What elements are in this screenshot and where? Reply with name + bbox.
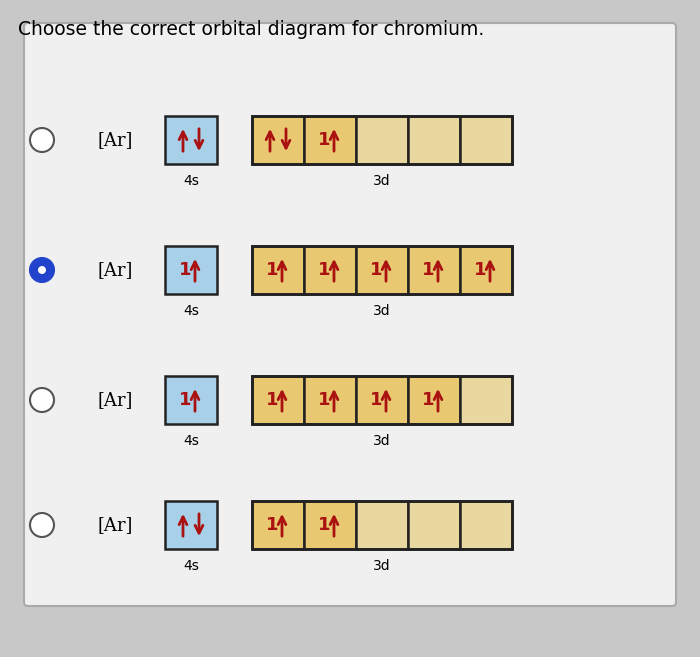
Circle shape [30, 513, 54, 537]
Bar [356, 376, 408, 424]
Circle shape [30, 128, 54, 152]
Circle shape [30, 258, 54, 282]
Text: 1: 1 [370, 391, 382, 409]
Bar [304, 376, 356, 424]
Text: 3d: 3d [373, 434, 391, 448]
Text: 1: 1 [421, 391, 434, 409]
Circle shape [30, 388, 54, 412]
Text: 3d: 3d [373, 559, 391, 573]
Bar [356, 501, 408, 549]
Bar [165, 501, 217, 549]
Text: 1: 1 [474, 261, 486, 279]
Text: 1: 1 [318, 391, 330, 409]
Text: Choose the correct orbital diagram for chromium.: Choose the correct orbital diagram for c… [18, 20, 484, 39]
Text: 1: 1 [421, 261, 434, 279]
Text: 1: 1 [370, 261, 382, 279]
Text: 1: 1 [318, 516, 330, 534]
Bar [165, 376, 217, 424]
Text: 3d: 3d [373, 174, 391, 188]
Text: [Ar]: [Ar] [97, 391, 133, 409]
Circle shape [38, 266, 46, 274]
Bar [304, 116, 356, 164]
Bar [408, 501, 460, 549]
Bar [252, 116, 304, 164]
FancyBboxPatch shape [24, 23, 676, 606]
Bar [252, 376, 512, 424]
Bar [408, 116, 460, 164]
Text: 1: 1 [266, 391, 279, 409]
Text: [Ar]: [Ar] [97, 131, 133, 149]
Text: 4s: 4s [183, 434, 199, 448]
Text: 4s: 4s [183, 174, 199, 188]
Text: 1: 1 [318, 261, 330, 279]
Bar [252, 116, 512, 164]
Bar [408, 376, 460, 424]
Bar [165, 116, 217, 164]
Bar [356, 246, 408, 294]
Bar [408, 246, 460, 294]
Bar [460, 376, 512, 424]
Bar [304, 246, 356, 294]
Text: [Ar]: [Ar] [97, 516, 133, 534]
Bar [356, 116, 408, 164]
Bar [252, 246, 512, 294]
Text: 4s: 4s [183, 559, 199, 573]
Text: 1: 1 [178, 391, 191, 409]
Bar [252, 246, 304, 294]
Bar [460, 246, 512, 294]
Text: [Ar]: [Ar] [97, 261, 133, 279]
Bar [304, 501, 356, 549]
Bar [252, 501, 304, 549]
Text: 1: 1 [266, 516, 279, 534]
Bar [252, 376, 304, 424]
Bar [252, 501, 512, 549]
Text: 4s: 4s [183, 304, 199, 318]
Text: 3d: 3d [373, 304, 391, 318]
Text: 1: 1 [266, 261, 279, 279]
Text: 1: 1 [318, 131, 330, 149]
Bar [460, 501, 512, 549]
Text: 1: 1 [178, 261, 191, 279]
Bar [460, 116, 512, 164]
Bar [165, 246, 217, 294]
